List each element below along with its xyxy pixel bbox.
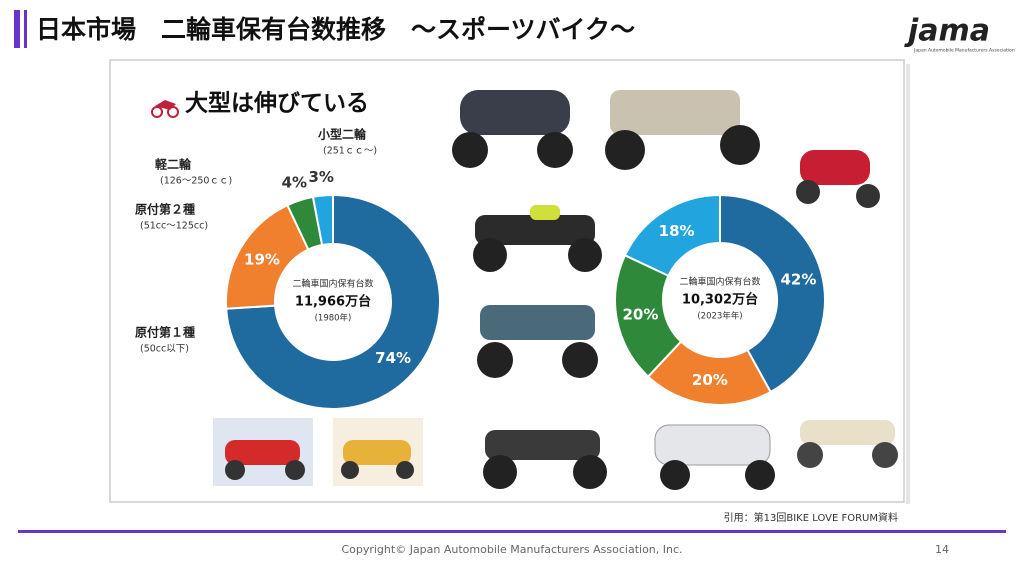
category-note: (50cc以下) (140, 344, 189, 355)
panel-heading: 大型は伸びている (185, 91, 369, 117)
source-note: 引用：第13回BIKE LOVE FORUM資料 (724, 511, 898, 524)
page-number: 14 (935, 543, 949, 556)
logo: jama (904, 14, 990, 49)
center-title: 二輪車国内保有台数 (292, 278, 373, 290)
panel-shadow (906, 64, 910, 504)
motorcycle-photos (213, 90, 898, 490)
center-title: 二輪車国内保有台数 (679, 276, 760, 288)
center-value: 10,302万台 (682, 292, 758, 308)
category-note: (126～250ｃｃ) (160, 176, 232, 187)
logo-sub: Japan Automobile Manufacturers Associati… (913, 48, 1015, 54)
donut-segment (623, 193, 721, 278)
value-label: 4% (282, 174, 307, 192)
category-note: (51cc～125cc) (140, 221, 208, 232)
value-label: 20% (622, 306, 658, 324)
slide-title: 日本市場 二輪車保有台数推移 ～スポーツバイク～ (36, 15, 635, 44)
category-label: 軽二輪 (155, 157, 192, 172)
category-label: 小型二輪 (318, 127, 367, 142)
category-label: 原付第１種 (135, 325, 195, 340)
copyright: Copyright© Japan Automobile Manufacturer… (341, 543, 682, 556)
center-value: 11,966万台 (295, 294, 371, 310)
donut-segment (225, 193, 441, 410)
value-label: 74% (375, 349, 411, 367)
title-bar (14, 10, 20, 48)
center-year: (2023年年) (697, 311, 742, 322)
category-note: (251ｃｃ～) (323, 146, 377, 157)
value-label: 19% (244, 251, 280, 269)
center-year: (1980年) (315, 313, 352, 324)
value-label: 42% (781, 270, 817, 288)
category-label: 原付第２種 (135, 202, 195, 217)
value-label: 3% (309, 168, 334, 186)
donut-segment (719, 193, 826, 394)
footer-rule (18, 530, 1006, 533)
value-label: 20% (692, 371, 728, 389)
title-bar (24, 10, 27, 48)
bike-icon (151, 100, 179, 118)
donut-segment (311, 193, 334, 247)
value-label: 18% (659, 222, 695, 240)
